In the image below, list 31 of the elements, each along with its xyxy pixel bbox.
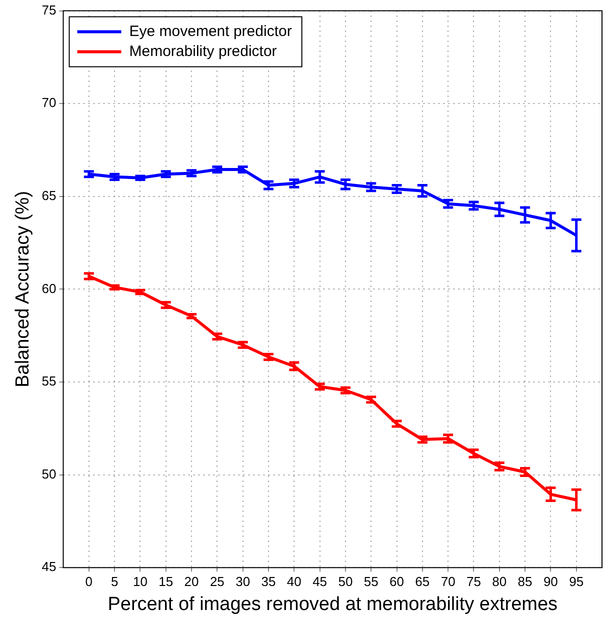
x-tick-label: 0 — [85, 574, 93, 589]
x-tick-label: 50 — [338, 574, 353, 589]
x-tick-label: 95 — [569, 574, 584, 589]
x-tick-label: 90 — [543, 574, 558, 589]
x-tick-label: 15 — [158, 574, 174, 589]
x-tick-label: 10 — [132, 574, 148, 589]
y-axis-title: Balanced Accuracy (%) — [12, 190, 34, 388]
y-tick-label: 45 — [42, 559, 56, 574]
x-tick-label: 35 — [261, 574, 276, 589]
x-tick-label: 70 — [440, 574, 456, 589]
x-tick-label: 25 — [210, 574, 224, 589]
legend-label: Eye movement predictor — [129, 22, 292, 40]
x-tick-label: 30 — [236, 574, 250, 589]
x-axis-title: Percent of images removed at memorability extremes — [108, 594, 558, 615]
x-tick-label: 75 — [466, 574, 481, 589]
x-tick-label: 45 — [312, 574, 328, 589]
y-tick-label: 75 — [42, 2, 56, 18]
y-tick-label: 60 — [42, 280, 56, 296]
x-tick-label: 60 — [390, 574, 404, 589]
y-tick-label: 50 — [42, 466, 56, 482]
x-tick-label: 20 — [184, 574, 199, 589]
x-tick-label: 65 — [415, 574, 430, 589]
x-tick-label: 55 — [364, 574, 378, 589]
x-tick-label: 80 — [492, 574, 507, 589]
x-tick-label: 5 — [110, 574, 118, 589]
x-tick-label: 40 — [286, 574, 302, 589]
y-tick-label: 55 — [42, 374, 56, 389]
y-tick-label: 70 — [42, 95, 56, 110]
legend-label: Memorability predictor — [129, 42, 277, 60]
y-tick-label: 65 — [42, 188, 56, 203]
x-tick-label: 85 — [518, 574, 532, 589]
